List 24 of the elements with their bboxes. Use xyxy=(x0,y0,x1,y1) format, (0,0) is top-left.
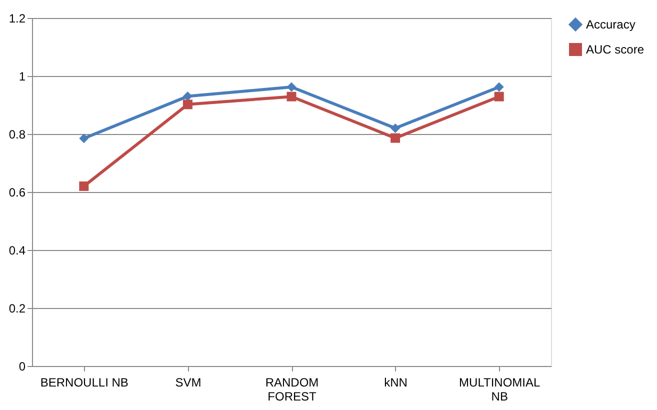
point xyxy=(390,123,400,133)
point xyxy=(286,82,296,92)
point xyxy=(182,100,192,110)
y-tick-label: 1 xyxy=(18,70,26,84)
x-tick-label: BERNOULLI NB xyxy=(40,376,128,390)
point xyxy=(494,82,504,92)
y-tick-label: 0.2 xyxy=(8,302,26,316)
y-tick-label: 0.6 xyxy=(8,186,26,200)
point xyxy=(494,92,504,102)
x-tick-label: RANDOM FOREST xyxy=(265,376,319,404)
y-tick-label: 0.8 xyxy=(8,128,26,142)
point xyxy=(286,92,296,102)
y-tick-label: 1.2 xyxy=(8,12,26,26)
x-tick-label: kNN xyxy=(384,376,408,390)
legend-label: AUC score xyxy=(586,42,644,56)
y-tick-label: 0 xyxy=(18,360,26,374)
point xyxy=(182,92,192,102)
point xyxy=(390,133,400,143)
legend-label: Accuracy xyxy=(586,18,636,32)
point xyxy=(79,134,89,144)
x-tick-label: MULTINOMIAL NB xyxy=(459,376,540,404)
x-tick-label: SVM xyxy=(175,376,202,390)
point xyxy=(79,181,89,191)
y-tick-label: 0.4 xyxy=(8,244,26,258)
